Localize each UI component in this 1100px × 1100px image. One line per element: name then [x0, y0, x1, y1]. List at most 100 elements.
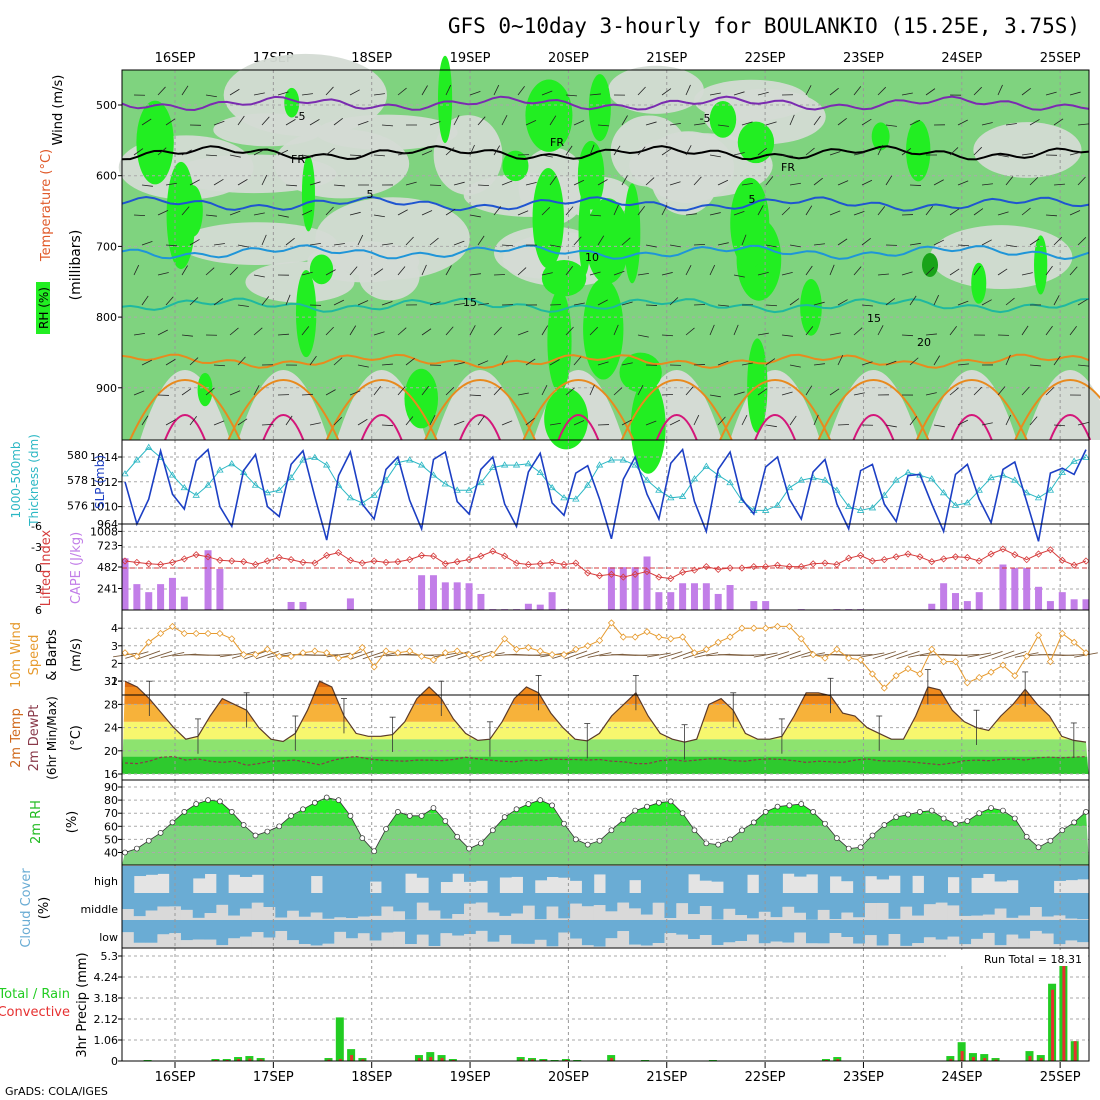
- wind-barb: [477, 303, 489, 306]
- wind-barb: [861, 361, 873, 366]
- wind-barb: [165, 118, 176, 126]
- li-marker: [572, 559, 580, 567]
- rh-marker: [122, 849, 128, 856]
- cloud-gap: [298, 943, 312, 947]
- wind-barb: [141, 118, 152, 126]
- wind-barb: [837, 117, 847, 126]
- tick-label: 4.24: [94, 971, 119, 984]
- li-marker: [928, 558, 936, 566]
- cloud-gap: [923, 904, 937, 920]
- rh-marker: [917, 809, 923, 815]
- wind-barb: [141, 415, 149, 426]
- rh-marker: [786, 802, 793, 809]
- cloud-cell: [982, 893, 996, 915]
- date-label: 19SEP: [450, 51, 491, 66]
- wind-barb: [685, 84, 691, 96]
- rh-marker: [691, 827, 698, 834]
- wind-barb: [848, 654, 873, 656]
- precip-total-bar: [980, 1054, 989, 1061]
- wind-barb: [733, 152, 745, 156]
- tick-label: 964: [97, 518, 118, 531]
- rh-band: [122, 797, 1089, 801]
- tick-label: 241: [97, 583, 118, 596]
- cloud-gap: [581, 906, 595, 920]
- date-label: 22SEP: [745, 1070, 786, 1085]
- thickness-marker: [1022, 489, 1031, 496]
- thickness-marker: [785, 483, 794, 491]
- cloud-cell: [558, 893, 571, 919]
- cape-lifted-index-panel: -6 -3 0 3 6 964 723 482 241: [31, 518, 1090, 617]
- cloud-cell: [864, 920, 878, 936]
- li-marker: [489, 547, 497, 555]
- rh-marker: [703, 840, 710, 847]
- wind-barb: [765, 358, 776, 366]
- isotherm-label: 15: [463, 296, 477, 309]
- wind-barb: [829, 332, 841, 336]
- cloud-cell: [629, 920, 642, 945]
- wind-barb: [445, 326, 454, 336]
- wind-barb: [685, 265, 692, 276]
- wind-barb: [877, 206, 886, 216]
- wind-barb: [637, 385, 644, 396]
- cloud-cell: [864, 893, 878, 903]
- li-marker: [180, 555, 188, 563]
- li-marker: [548, 558, 556, 566]
- li-marker: [287, 556, 295, 564]
- rh-saturated-region: [922, 253, 938, 277]
- wind-barb: [445, 387, 455, 396]
- isotherm: [121, 353, 1090, 369]
- cloud-cell: [805, 866, 819, 875]
- cloud-cell: [357, 920, 371, 934]
- cloud-gap: [346, 918, 359, 920]
- rh-moist-region: [871, 122, 890, 151]
- cloud-gap: [298, 916, 312, 920]
- cloud-cell: [982, 866, 996, 874]
- thickness-marker: [1046, 486, 1055, 493]
- wind-barb: [909, 119, 921, 126]
- wind-barb: [635, 654, 660, 656]
- wind-barb: [967, 652, 992, 658]
- cape-bar: [750, 601, 758, 610]
- cloud-gap: [982, 932, 996, 947]
- cloud-cell: [216, 920, 229, 946]
- wind-speed-marker: [631, 633, 639, 641]
- wind-speed-marker: [429, 656, 438, 664]
- cape-bar: [145, 592, 153, 610]
- cloud-cell: [900, 920, 913, 946]
- wind-barb: [357, 364, 369, 368]
- wind-barb: [765, 244, 777, 248]
- cloud-cell: [794, 893, 807, 913]
- li-marker: [394, 558, 402, 566]
- li-marker: [631, 570, 639, 578]
- cloud-cell: [711, 920, 724, 946]
- cloud-gap: [688, 914, 701, 920]
- thickness-marker: [702, 462, 711, 469]
- wind-barb: [1021, 386, 1030, 396]
- wind-barb: [564, 650, 588, 660]
- cloud-gap: [322, 943, 335, 947]
- cloud-cell: [393, 866, 406, 893]
- footer-credit: GrADS: COLA/IGES: [5, 1085, 108, 1098]
- cloud-cell: [994, 920, 1007, 946]
- cloud-cell: [511, 893, 524, 914]
- dewpoint-line: [124, 755, 1087, 766]
- li-marker: [560, 560, 568, 569]
- wind-barb: [381, 424, 394, 427]
- wind-barb: [565, 145, 573, 156]
- cloud-gap: [145, 942, 158, 947]
- cape-bar: [133, 584, 141, 610]
- cloud-gap: [947, 936, 960, 947]
- cloud-gap: [593, 905, 606, 920]
- precip-convective-bar: [248, 1058, 252, 1061]
- li-marker: [145, 560, 153, 568]
- wind-speed-marker: [857, 656, 865, 664]
- rh-moist-region: [284, 87, 300, 118]
- cloud-cell: [699, 893, 713, 907]
- wind-barb: [1069, 210, 1081, 216]
- cloud-cell: [971, 920, 984, 939]
- cloud-gap: [688, 939, 701, 947]
- wind-barb: [421, 264, 427, 276]
- cape-bar: [655, 592, 663, 610]
- cloud-gap: [629, 944, 642, 947]
- cloud-gap: [1006, 917, 1019, 920]
